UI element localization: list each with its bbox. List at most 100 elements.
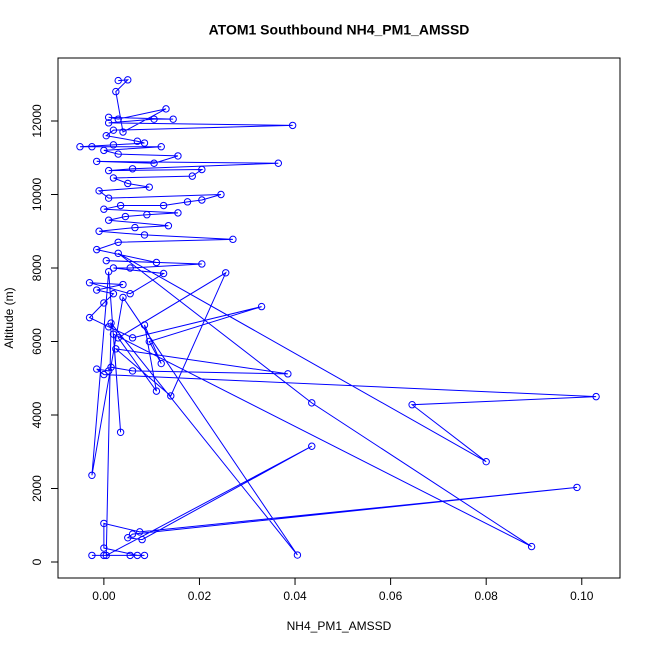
- data-point: [198, 165, 206, 174]
- data-point: [140, 231, 149, 239]
- data-point: [114, 115, 122, 123]
- y-tick-label: 6000: [30, 328, 44, 355]
- y-tick-label: 12000: [30, 104, 44, 138]
- data-point: [157, 359, 165, 368]
- data-point: [121, 212, 130, 221]
- data-point: [109, 264, 118, 272]
- data-point: [104, 367, 113, 375]
- data-point: [85, 313, 94, 322]
- data-point: [100, 299, 108, 307]
- data-point: [152, 387, 161, 395]
- data-point: [145, 337, 153, 346]
- data-point: [114, 150, 122, 158]
- data-point: [93, 286, 101, 294]
- data-point: [124, 179, 132, 188]
- data-point: [408, 401, 416, 409]
- x-tick-label: 0.08: [475, 589, 499, 603]
- data-point: [152, 258, 161, 267]
- data-point: [150, 159, 158, 167]
- data-point: [257, 302, 266, 311]
- data-point: [198, 260, 206, 268]
- data-point: [114, 76, 122, 85]
- data-point: [164, 222, 173, 230]
- data-point: [527, 542, 536, 551]
- data-point: [104, 216, 113, 224]
- data-point: [109, 290, 118, 298]
- data-point: [112, 345, 120, 353]
- data-point: [104, 166, 113, 175]
- data-point: [222, 269, 230, 277]
- y-axis-label: Altitude (m): [2, 287, 16, 348]
- data-point: [100, 519, 108, 528]
- data-point: [95, 187, 103, 195]
- data-point: [308, 442, 316, 450]
- data-point: [76, 143, 84, 151]
- data-point: [167, 392, 175, 400]
- data-point: [274, 159, 283, 167]
- data-point: [131, 223, 139, 232]
- y-tick-label: 4000: [30, 401, 44, 428]
- data-point: [100, 544, 108, 552]
- data-point: [126, 551, 134, 560]
- data-point: [104, 194, 113, 202]
- x-tick-label: 0.06: [379, 589, 403, 603]
- data-point: [107, 363, 115, 371]
- data-point: [100, 146, 108, 155]
- data-point: [119, 128, 127, 136]
- data-point: [124, 534, 132, 542]
- chart-title: ATOM1 Southbound NH4_PM1_AMSSD: [209, 22, 470, 38]
- data-point: [88, 143, 96, 151]
- data-point: [109, 141, 118, 149]
- data-point: [100, 370, 108, 379]
- data-point: [174, 209, 182, 217]
- data-point: [157, 143, 165, 151]
- data-point: [159, 269, 168, 278]
- data-point: [114, 238, 122, 246]
- data-point: [133, 551, 142, 560]
- data-point: [288, 121, 297, 130]
- data-point: [109, 174, 118, 182]
- data-point: [100, 551, 108, 560]
- data-point: [88, 471, 96, 479]
- data-point: [308, 399, 316, 407]
- y-tick-label: 2000: [30, 475, 44, 502]
- x-tick-label: 0.00: [92, 589, 116, 603]
- x-tick-label: 0.02: [188, 589, 212, 603]
- data-point: [107, 319, 115, 327]
- data-point: [162, 105, 170, 113]
- data-point: [93, 157, 101, 166]
- data-point: [93, 365, 101, 373]
- data-point: [140, 321, 149, 329]
- data-point: [109, 330, 118, 338]
- data-point: [174, 152, 182, 160]
- data-point: [293, 551, 302, 559]
- data-point: [183, 198, 192, 206]
- data-point: [114, 249, 122, 257]
- y-tick-label: 8000: [30, 254, 44, 281]
- data-point: [128, 367, 137, 375]
- data-point: [93, 245, 101, 254]
- data-point: [140, 139, 149, 147]
- data-point: [229, 235, 237, 244]
- data-point: [136, 528, 144, 536]
- data-point: [102, 131, 110, 140]
- data-point: [138, 535, 146, 544]
- data-point: [100, 205, 108, 213]
- x-axis-label: NH4_PM1_AMSSD: [287, 619, 392, 633]
- data-line: [79, 79, 597, 557]
- data-point: [159, 201, 168, 210]
- data-point: [85, 278, 94, 287]
- data-point: [198, 196, 206, 204]
- data-point: [95, 227, 103, 235]
- data-point: [104, 113, 113, 122]
- data-point: [126, 290, 134, 298]
- data-point: [102, 551, 110, 560]
- data-point: [109, 126, 118, 134]
- data-point: [217, 190, 225, 199]
- data-point: [104, 119, 113, 127]
- data-point: [188, 172, 196, 180]
- data-point: [119, 280, 127, 289]
- data-point: [169, 115, 177, 123]
- plot-frame: [57, 57, 621, 579]
